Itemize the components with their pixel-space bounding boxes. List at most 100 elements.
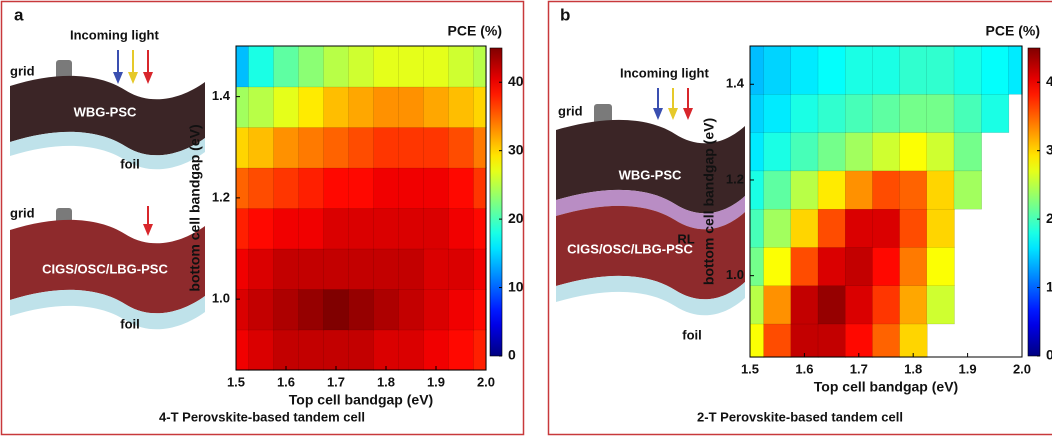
cell bbox=[872, 131, 901, 172]
y-tick-label: 1.2 bbox=[212, 189, 230, 204]
wbg-layer bbox=[556, 119, 745, 214]
cell bbox=[817, 246, 846, 286]
cell bbox=[817, 93, 846, 133]
cell bbox=[348, 288, 375, 331]
cell bbox=[423, 288, 450, 331]
incoming-light: Incoming light bbox=[620, 65, 709, 80]
cell bbox=[298, 288, 325, 331]
cell bbox=[298, 126, 325, 169]
cell bbox=[235, 288, 250, 331]
cell bbox=[248, 329, 275, 371]
panel-label: b bbox=[560, 5, 570, 24]
cell bbox=[926, 170, 955, 210]
cell bbox=[473, 126, 487, 169]
cell bbox=[749, 323, 765, 358]
cell bbox=[473, 86, 487, 128]
cell bbox=[899, 285, 928, 325]
cell bbox=[398, 86, 425, 128]
cell bbox=[817, 323, 846, 358]
panel-frame bbox=[0, 0, 525, 436]
cell bbox=[899, 45, 928, 95]
cell bbox=[348, 45, 375, 88]
cell bbox=[926, 246, 955, 286]
x-tick-label: 1.7 bbox=[850, 361, 868, 376]
foil-layer bbox=[556, 275, 745, 316]
cell bbox=[273, 248, 300, 290]
cell bbox=[348, 329, 375, 371]
cell bbox=[872, 93, 901, 133]
cell bbox=[398, 329, 425, 371]
y-tick-label: 1.0 bbox=[726, 267, 744, 282]
caption: 2-T Perovskite-based tandem cell bbox=[697, 409, 903, 424]
cell bbox=[298, 329, 325, 371]
cell bbox=[298, 207, 325, 250]
cell bbox=[872, 208, 901, 248]
cell bbox=[348, 126, 375, 169]
cell bbox=[473, 207, 487, 250]
plot-frame bbox=[235, 45, 487, 371]
cell bbox=[348, 248, 375, 290]
cell bbox=[373, 329, 400, 371]
cell bbox=[926, 285, 955, 325]
cell bbox=[845, 131, 874, 172]
grid-label: grid bbox=[10, 205, 35, 220]
x-tick-label: 1.7 bbox=[327, 374, 345, 389]
cell bbox=[423, 207, 450, 250]
cell bbox=[473, 288, 487, 331]
wbg-layer bbox=[10, 75, 205, 156]
grid-label: grid bbox=[10, 63, 35, 78]
cell bbox=[790, 131, 819, 172]
cell bbox=[273, 167, 300, 209]
cell bbox=[953, 45, 982, 95]
cell bbox=[373, 126, 400, 169]
cell bbox=[273, 207, 300, 250]
cell bbox=[790, 246, 819, 286]
layer-label: RL bbox=[677, 231, 694, 246]
cell bbox=[845, 246, 874, 286]
x-tick-label: 1.8 bbox=[377, 374, 395, 389]
x-tick-label: 1.5 bbox=[227, 374, 245, 389]
x-tick-label: 2.0 bbox=[477, 374, 495, 389]
schematic-a: a Incoming light grid WBG-PSC foil grid … bbox=[10, 5, 365, 424]
cell bbox=[749, 208, 765, 248]
cell bbox=[373, 167, 400, 209]
cell bbox=[790, 285, 819, 325]
cell bbox=[423, 167, 450, 209]
cell bbox=[448, 126, 475, 169]
cell bbox=[398, 248, 425, 290]
colorbar-tick-label: 20 bbox=[508, 210, 524, 226]
cell bbox=[749, 131, 765, 172]
cell bbox=[235, 329, 250, 371]
cell bbox=[248, 167, 275, 209]
lbg-layer bbox=[10, 219, 205, 314]
cell bbox=[763, 93, 792, 133]
cell bbox=[817, 208, 846, 248]
cell bbox=[926, 131, 955, 172]
colorbar-tick-label: 30 bbox=[508, 141, 524, 157]
cell bbox=[899, 246, 928, 286]
cell bbox=[845, 93, 874, 133]
cell bbox=[348, 86, 375, 128]
cell bbox=[749, 285, 765, 325]
cell bbox=[872, 246, 901, 286]
cell bbox=[273, 45, 300, 88]
cell bbox=[749, 45, 765, 95]
cell bbox=[235, 45, 250, 88]
cell bbox=[953, 131, 982, 172]
cell bbox=[1008, 45, 1023, 95]
cell bbox=[763, 170, 792, 210]
x-tick-label: 1.9 bbox=[959, 361, 977, 376]
cell bbox=[899, 208, 928, 248]
cell bbox=[817, 170, 846, 210]
foil-layer bbox=[10, 131, 205, 170]
cell bbox=[448, 45, 475, 88]
cell bbox=[926, 93, 955, 133]
cell bbox=[473, 45, 487, 88]
y-axis-title: bottom cell bandgap (eV) bbox=[187, 124, 203, 291]
cell bbox=[423, 329, 450, 371]
cell bbox=[899, 93, 928, 133]
cell bbox=[473, 167, 487, 209]
cell bbox=[899, 323, 928, 358]
cell bbox=[763, 246, 792, 286]
cell bbox=[373, 45, 400, 88]
